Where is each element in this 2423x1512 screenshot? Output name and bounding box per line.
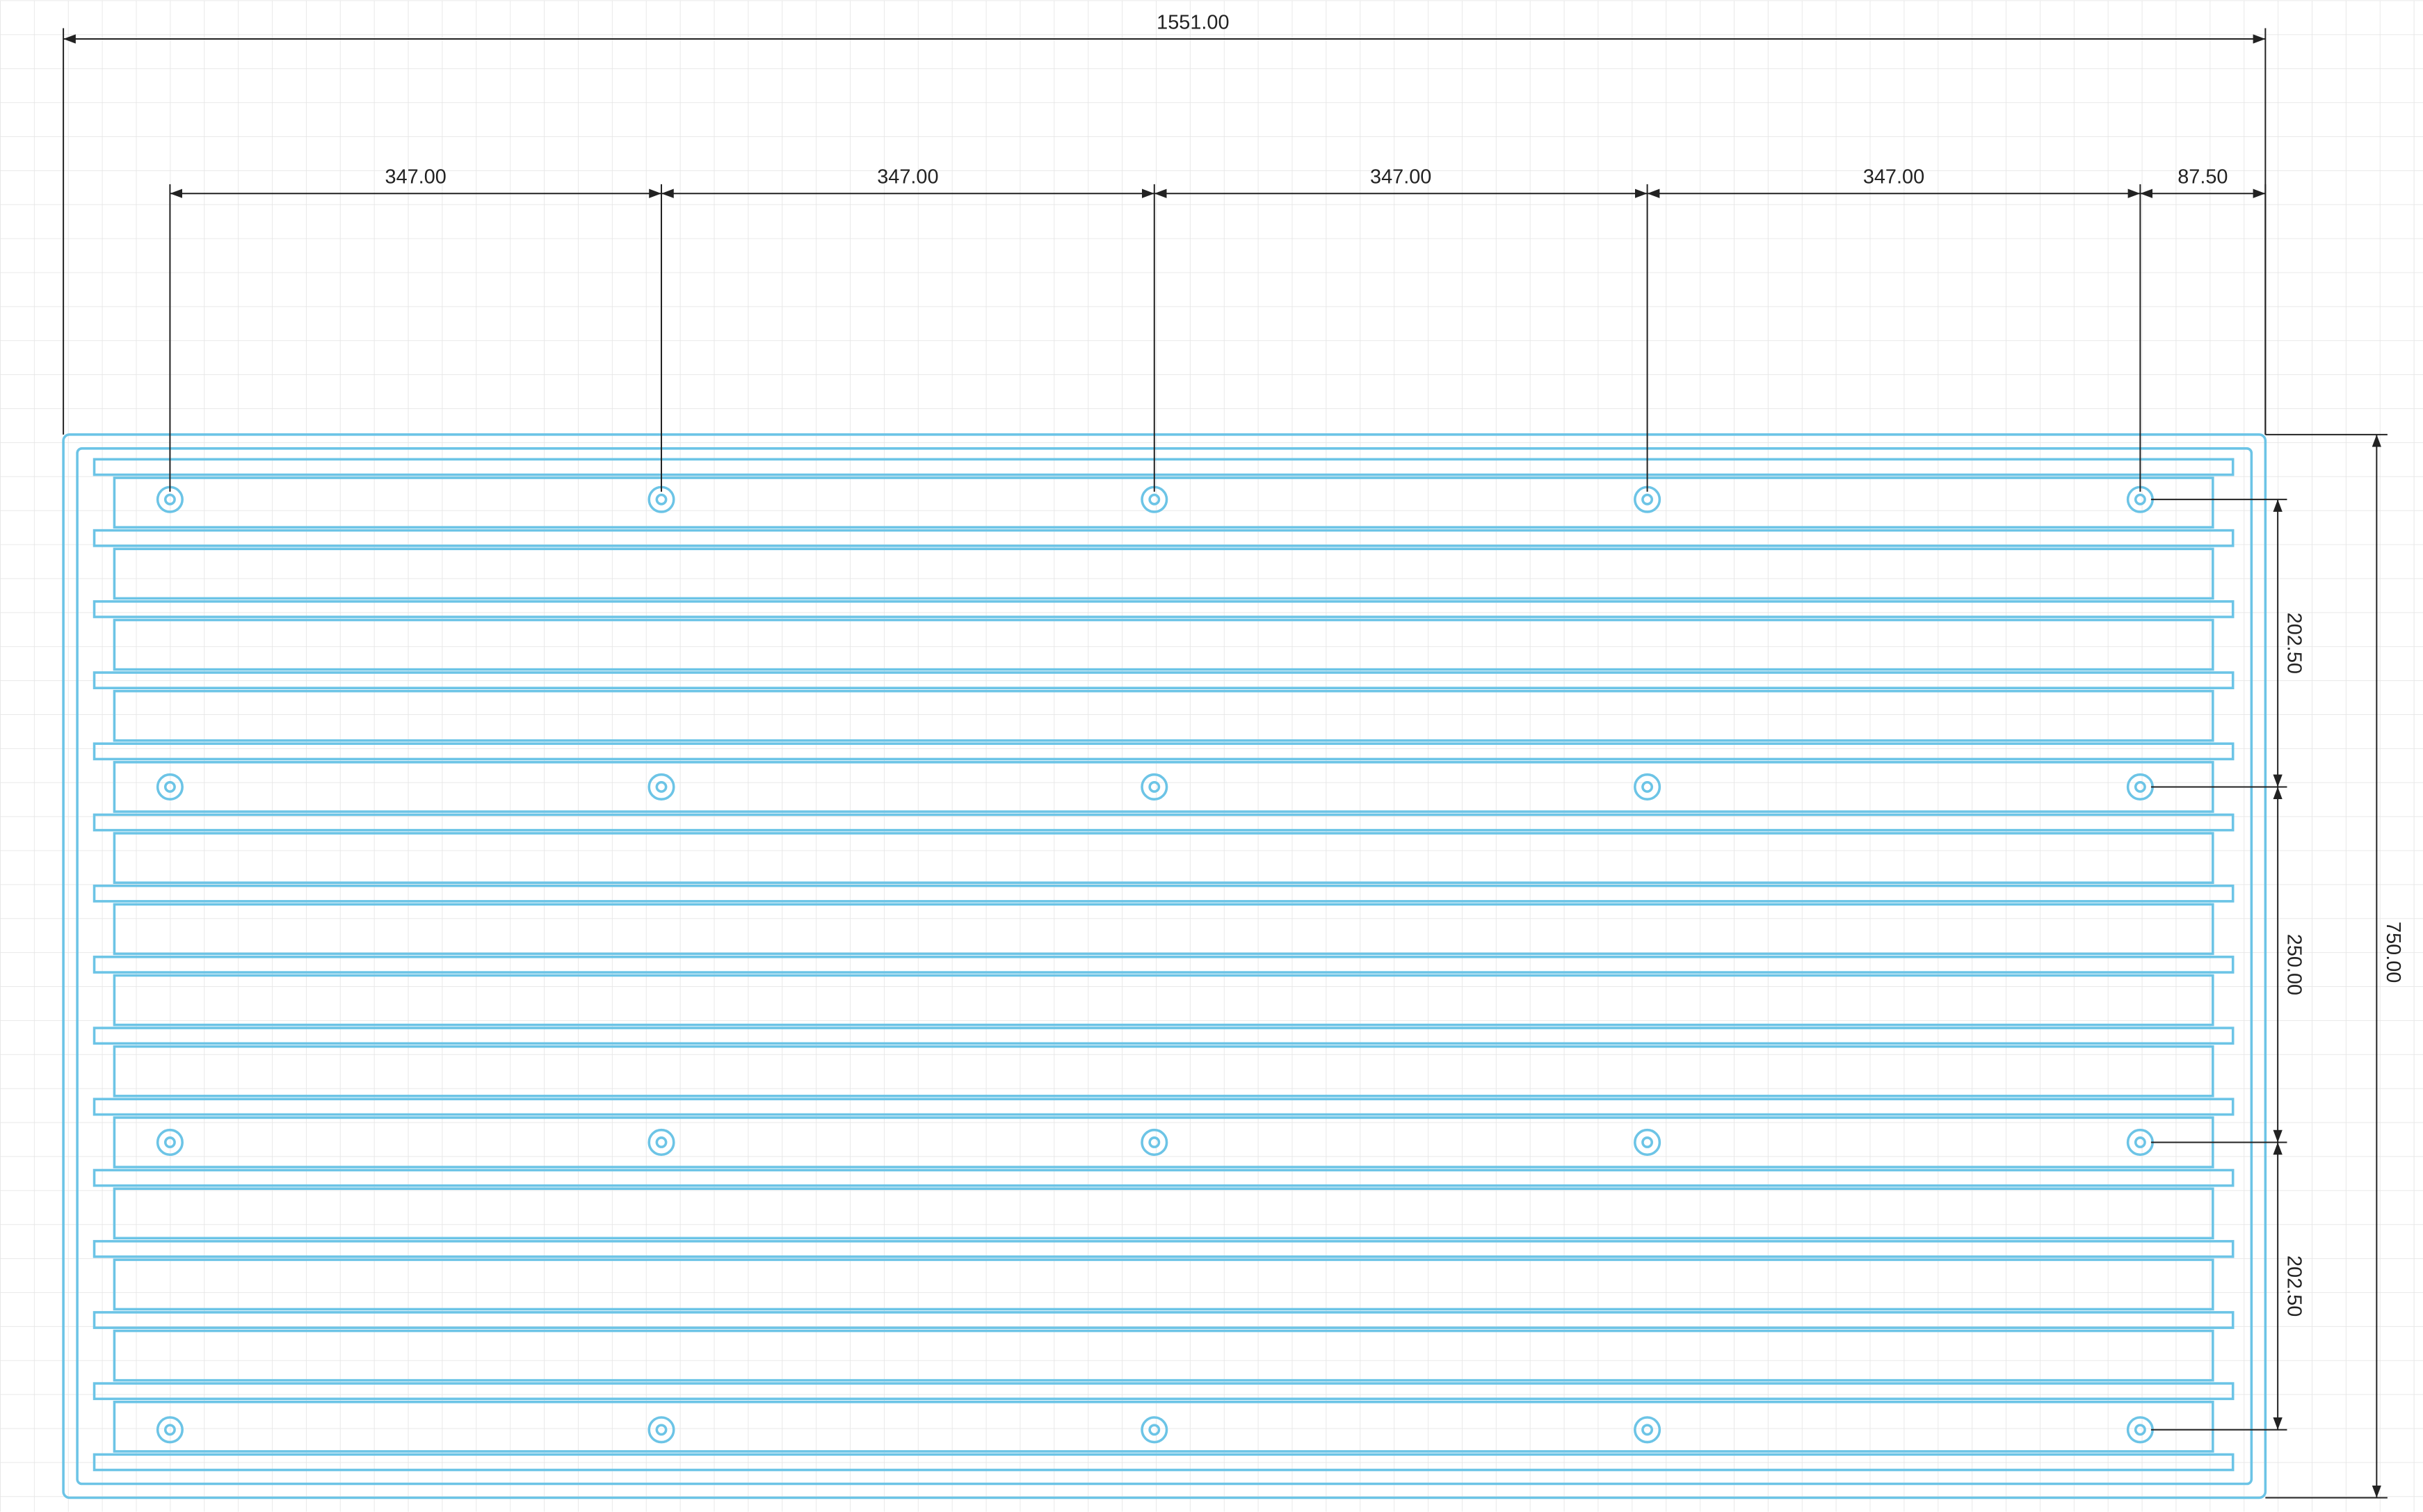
panel — [113, 903, 2214, 956]
dimensions: 1551.00 347.00 347.00 347.00 347.00 87.50 202.… — [63, 11, 2404, 1499]
hole — [647, 1128, 675, 1157]
dimension-label: 750.00 — [2382, 922, 2404, 983]
rail — [92, 1453, 2235, 1472]
panel — [113, 476, 2214, 529]
hole-center — [2134, 493, 2146, 506]
plate-inner — [76, 447, 2253, 1486]
hole-center — [1148, 780, 1161, 793]
hole-center — [1641, 780, 1654, 793]
rail — [92, 671, 2235, 690]
panel — [113, 1187, 2214, 1240]
hole-center — [655, 1136, 668, 1148]
hole — [156, 773, 184, 801]
rail — [92, 813, 2235, 832]
dimension-label: 347.00 — [1863, 166, 1924, 188]
hole — [1141, 1416, 1168, 1444]
hole — [156, 1128, 184, 1157]
hole — [1634, 1128, 1661, 1157]
plate — [62, 433, 2267, 1499]
hole-center — [163, 780, 176, 793]
dimension-label: 347.00 — [1370, 166, 1431, 188]
panel — [113, 618, 2214, 671]
slats — [92, 458, 2235, 1472]
hole — [1634, 773, 1661, 801]
rail — [92, 458, 2235, 476]
dimension-label: 347.00 — [877, 166, 938, 188]
rail — [92, 884, 2235, 903]
dimension-label: 87.50 — [2178, 166, 2228, 188]
hole-center — [1148, 493, 1161, 506]
hole — [1141, 1128, 1168, 1157]
panel — [113, 1400, 2214, 1453]
hole — [647, 773, 675, 801]
rail — [92, 742, 2235, 761]
hole — [156, 1416, 184, 1444]
hole-center — [2134, 1136, 2146, 1148]
hole-center — [655, 1424, 668, 1436]
dimension-label: 1551.00 — [1157, 11, 1229, 33]
dimension-label: 250.00 — [2283, 934, 2305, 995]
hole — [1141, 773, 1168, 801]
panel — [113, 689, 2214, 742]
dimension-label: 202.50 — [2283, 1255, 2305, 1317]
panel — [113, 1045, 2214, 1097]
hole-center — [655, 493, 668, 506]
rail — [92, 1168, 2235, 1187]
rail — [92, 600, 2235, 618]
rail — [92, 1097, 2235, 1116]
hole-center — [163, 1424, 176, 1436]
rail — [92, 1027, 2235, 1045]
hole — [1634, 1416, 1661, 1444]
hole — [647, 1416, 675, 1444]
dimension-label: 347.00 — [385, 166, 446, 188]
hole-center — [1641, 493, 1654, 506]
hole-center — [1148, 1136, 1161, 1148]
rail — [92, 529, 2235, 547]
rail — [92, 956, 2235, 974]
panel — [113, 832, 2214, 884]
hole-center — [655, 780, 668, 793]
rail — [92, 1382, 2235, 1401]
hole-center — [2134, 780, 2146, 793]
dimension-label: 202.50 — [2283, 613, 2305, 674]
hole-center — [2134, 1424, 2146, 1436]
hole-center — [163, 493, 176, 506]
panel — [113, 1329, 2214, 1382]
panel — [113, 1258, 2214, 1311]
hole-center — [1641, 1136, 1654, 1148]
panel — [113, 547, 2214, 600]
rail — [92, 1239, 2235, 1258]
rail — [92, 1311, 2235, 1329]
hole-center — [1641, 1424, 1654, 1436]
hole-center — [163, 1136, 176, 1148]
panel — [113, 974, 2214, 1027]
hole-center — [1148, 1424, 1161, 1436]
